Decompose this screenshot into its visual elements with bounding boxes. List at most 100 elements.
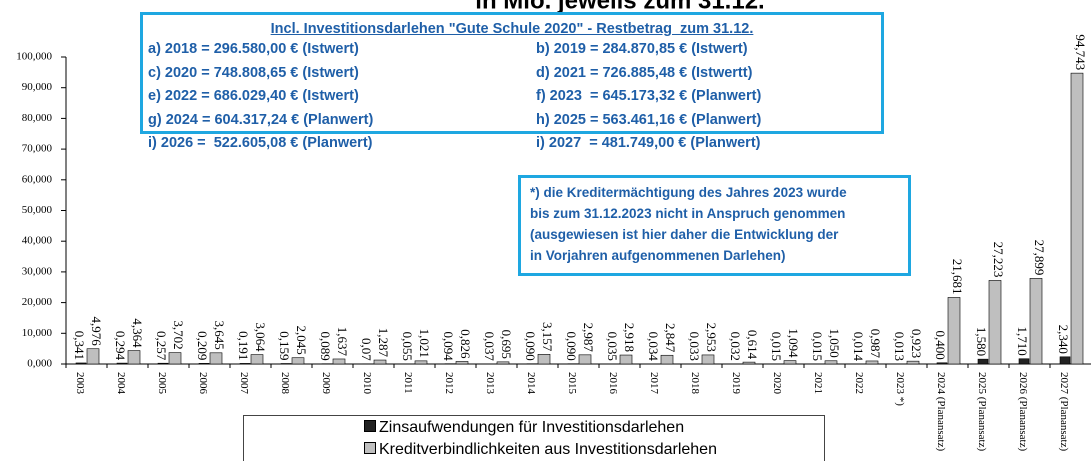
value-label: 1,050 [827,329,842,358]
x-tick-label: 2025 (Planansatz) [976,372,988,452]
value-label: 0,209 [195,331,210,360]
info-line: b) 2019 = 284.870,85 € (Istwert) [536,41,748,57]
x-tick-label: 2017 [648,372,660,394]
bar [1029,278,1043,365]
legend-label: Zinsaufwendungen für Investitionsdarlehe… [379,419,685,436]
x-tick-label: 2018 [689,372,701,394]
bar [157,362,169,365]
x-tick-label: 2027 (Planansatz) [1058,372,1070,452]
value-label: 0,400 [933,331,948,360]
info-line: g) 2024 = 604.317,24 € (Planwert) [148,111,374,128]
value-label: 0,159 [277,331,292,360]
value-label: 0,090 [564,331,579,360]
bar [742,361,756,365]
value-label: 0,987 [868,329,883,359]
value-label: 1,021 [417,329,432,358]
x-tick-label: 2023 *) [894,372,906,406]
value-label: 27,899 [1032,240,1047,276]
value-label: 0,07 [359,338,374,361]
value-label: 21,681 [950,259,965,295]
info-line: i) 2027 = 481.749,00 € (Planwert) [536,135,761,151]
value-label: 3,702 [171,320,186,349]
value-label: 1,637 [335,327,350,357]
value-label: 1,287 [376,328,391,358]
bar [209,352,223,365]
legend-entry: Kreditverbindlichkeiten aus Investitions… [364,441,717,459]
y-tick-label: 0,000 [27,358,52,370]
note-line: in Vorjahren aufgenommenen Darlehen) [530,248,786,263]
bar [291,357,305,365]
x-tick-label: 2015 [566,372,578,394]
info-line: h) 2025 = 563.461,16 € (Planwert) [536,111,762,128]
x-tick-label: 2012 [443,372,455,394]
legend-swatch [364,420,376,432]
x-tick-label: 2009 [320,372,332,394]
value-label: 0,015 [810,332,825,361]
value-label: 0,614 [745,330,760,360]
value-label: 1,094 [786,328,801,358]
bar [1059,356,1071,365]
bar [239,363,251,365]
bar [127,350,141,365]
bar [988,280,1002,365]
value-label: 0,032 [728,332,743,361]
legend-entry: Zinsaufwendungen für Investitionsdarlehe… [364,419,684,437]
bar [906,360,920,365]
bar [373,359,387,365]
bar [250,354,264,365]
y-tick-label: 40,000 [22,235,53,247]
value-label: 0,923 [909,329,924,358]
y-tick-label: 100,000 [16,51,52,63]
note-line: bis zum 31.12.2023 nicht in Anspruch gen… [530,206,846,221]
value-label: 1,710 [1015,327,1030,356]
value-label: 94,743 [1073,34,1088,70]
value-label: 2,918 [622,323,637,352]
bar [824,360,838,365]
bar [537,354,551,365]
value-label: 2,987 [581,323,596,353]
x-tick-label: 2026 (Planansatz) [1017,372,1029,452]
y-tick-label: 50,000 [22,204,53,216]
info-line: e) 2022 = 686.029,40 € (Istwert) [148,88,359,104]
bar [865,360,879,365]
value-label: 0,090 [523,331,538,360]
y-tick-label: 30,000 [22,265,53,277]
value-label: 2,847 [663,323,678,353]
value-label: 0,257 [154,331,169,361]
note-box: *) die Kreditermächtigung des Jahres 202… [518,175,911,276]
chart-title: in Mio. jeweils zum 31.12. [475,0,764,14]
bar [116,362,128,365]
y-tick-label: 10,000 [22,327,53,339]
x-tick-label: 2004 [115,372,127,394]
x-tick-label: 2022 [853,372,865,394]
y-tick-label: 70,000 [22,143,53,155]
bar [1070,72,1084,365]
bar [86,348,100,365]
value-label: 4,976 [89,316,104,346]
y-tick-label: 90,000 [22,81,53,93]
x-tick-label: 2014 [525,372,537,394]
info-line: f) 2023 = 645.173,32 € (Planwert) [536,88,762,104]
value-label: 3,645 [212,321,227,350]
value-label: 0,341 [72,331,87,360]
bar [977,358,989,365]
bar [414,360,428,365]
bar [619,354,633,365]
value-label: 0,013 [892,332,907,361]
bar [455,361,469,365]
value-label: 1,580 [974,327,989,356]
legend-label: Kreditverbindlichkeiten aus Investitions… [379,441,717,458]
bar [496,361,510,365]
legend-swatch [364,442,376,454]
value-label: 0,037 [482,332,497,362]
x-tick-label: 2020 [771,372,783,394]
x-tick-label: 2011 [402,372,414,394]
y-tick-label: 60,000 [22,173,53,185]
x-tick-label: 2008 [279,372,291,394]
info-line: a) 2018 = 296.580,00 € (Istwert) [148,41,359,57]
value-label: 2,340 [1056,325,1071,354]
value-label: 0,055 [400,332,415,361]
value-label: 0,035 [605,332,620,361]
